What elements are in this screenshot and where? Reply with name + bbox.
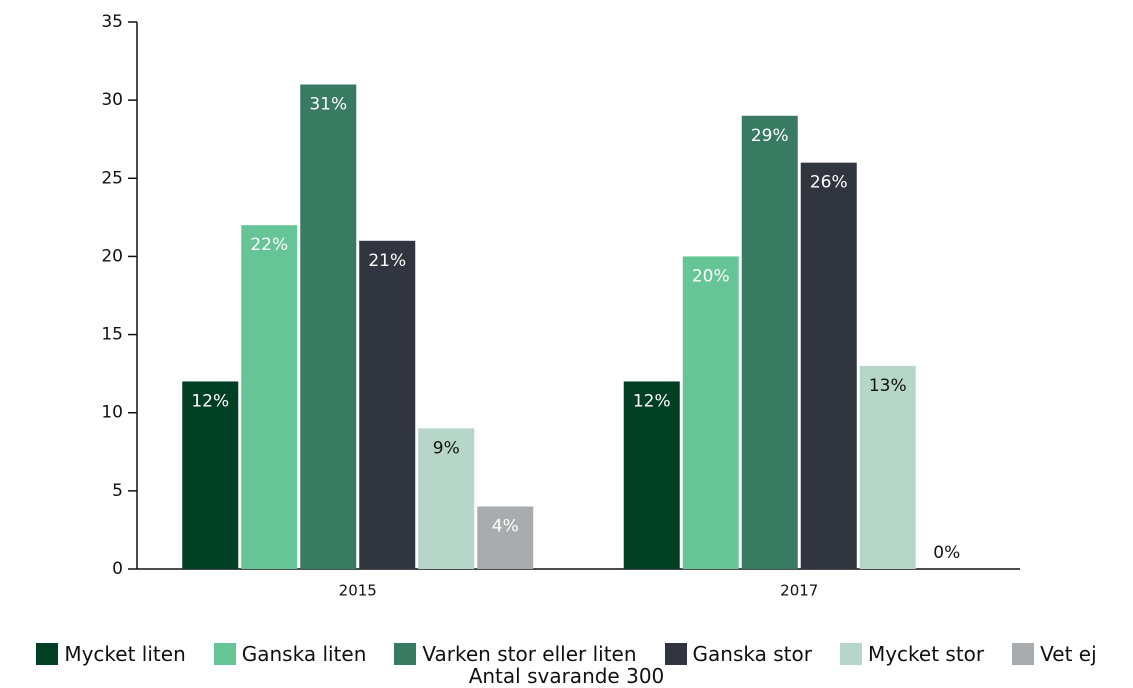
- value-label: 9%: [433, 438, 460, 458]
- value-label: 12%: [191, 391, 229, 411]
- bar: [241, 225, 298, 569]
- value-label: 13%: [869, 376, 907, 396]
- value-label: 21%: [368, 251, 406, 271]
- legend-swatch: [664, 643, 687, 665]
- bar: [623, 381, 680, 569]
- bar: [682, 256, 739, 569]
- y-tick-label: 35: [101, 12, 123, 32]
- y-tick-label: 20: [101, 246, 123, 266]
- legend-label: Mycket liten: [64, 642, 186, 666]
- legend-swatch: [394, 643, 417, 665]
- bar: [859, 365, 916, 569]
- legend-swatch: [1012, 643, 1035, 665]
- legend-swatch: [36, 643, 59, 665]
- y-tick-label: 25: [101, 168, 123, 188]
- y-tick-label: 10: [101, 403, 123, 423]
- y-tick-label: 15: [101, 325, 123, 345]
- value-label: 26%: [810, 173, 848, 193]
- x-tick-label: 2015: [339, 582, 377, 600]
- legend-label: Vet ej: [1040, 642, 1097, 666]
- value-label: 20%: [692, 266, 730, 286]
- legend-label: Mycket stor: [867, 642, 985, 666]
- bar: [800, 162, 857, 569]
- legend-label: Varken stor eller liten: [422, 642, 637, 666]
- bar: [182, 381, 239, 569]
- legend-item: Varken stor eller liten: [394, 642, 637, 666]
- chart: 0 5 10 15 20 25 30 35 2015 12% 22% 31% 21% 9% 4% 2017 12…: [101, 12, 1020, 600]
- legend-item: Mycket stor: [839, 642, 985, 666]
- bar: [741, 115, 798, 570]
- value-label: 4%: [492, 516, 519, 536]
- bar: [477, 506, 534, 569]
- legend-item: Ganska liten: [213, 642, 367, 666]
- legend-item: Ganska stor: [664, 642, 812, 666]
- x-tick-label: 2017: [780, 582, 818, 600]
- legend-swatch: [839, 643, 862, 665]
- legend: Mycket liten Ganska liten Varken stor elle…: [0, 642, 1133, 666]
- value-label: 31%: [309, 95, 347, 115]
- bar: [418, 428, 475, 569]
- legend-label: Ganska liten: [241, 642, 367, 666]
- legend-swatch: [213, 643, 236, 665]
- x-axis-label: Antal svarande 300: [468, 664, 665, 688]
- legend-item: Vet ej: [1012, 642, 1097, 666]
- bar: [359, 240, 416, 570]
- legend-item: Mycket liten: [36, 642, 186, 666]
- legend-label: Ganska stor: [692, 642, 812, 666]
- value-label: 12%: [633, 391, 671, 411]
- y-tick-label: 30: [101, 90, 123, 110]
- bar: [300, 84, 357, 569]
- y-tick-label: 5: [112, 481, 123, 501]
- y-tick-label: 0: [112, 559, 123, 579]
- value-label: 0%: [933, 543, 960, 563]
- value-label: 29%: [751, 126, 789, 146]
- value-label: 22%: [250, 235, 288, 255]
